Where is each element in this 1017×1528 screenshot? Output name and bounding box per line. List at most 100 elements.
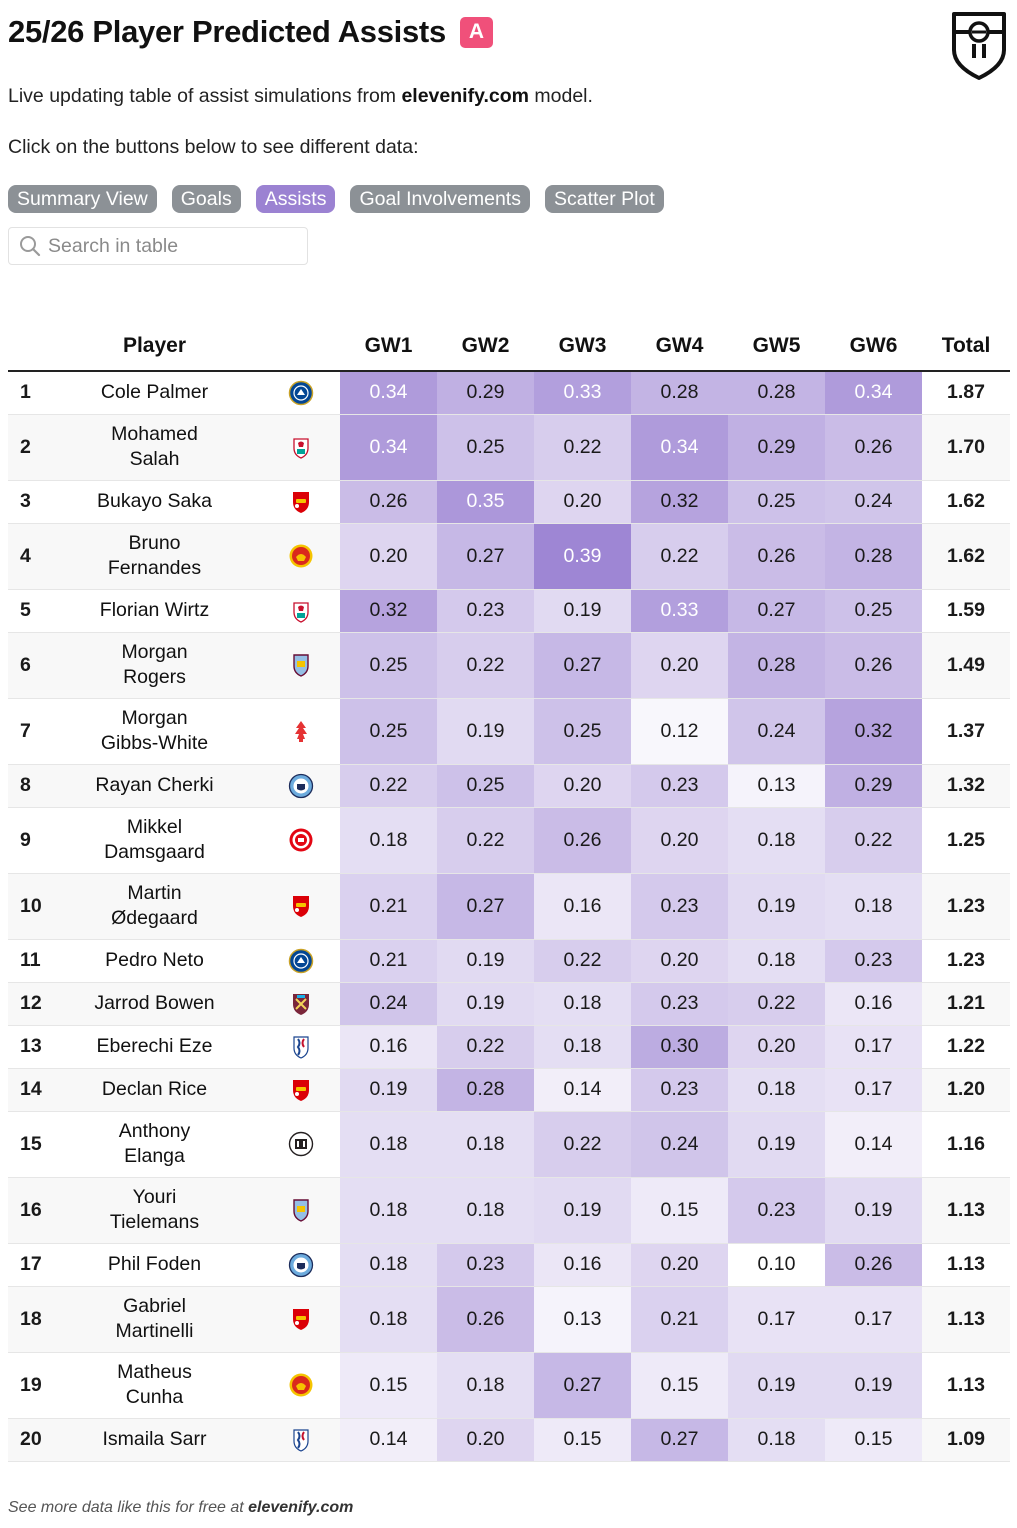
club-crest-cell <box>261 807 340 874</box>
gw4-value-cell: 0.24 <box>631 1111 728 1178</box>
gw5-value-cell: 0.20 <box>728 1025 825 1069</box>
table-row[interactable]: 9 Mikkel Damsgaard 0.18 0.22 0.26 0.20 0.18 0.22… <box>8 807 1010 874</box>
gw1-value-cell: 0.24 <box>340 982 437 1026</box>
player-name-cell: Mohamed Salah <box>48 414 261 481</box>
total-value-cell: 1.09 <box>922 1418 1010 1462</box>
club-crest-cell <box>261 1068 340 1112</box>
table-row[interactable]: 4 Bruno Fernandes 0.20 0.27 0.39 0.22 0.26 0.28 1… <box>8 523 1010 590</box>
player-name-line: Salah <box>129 448 180 470</box>
gw4-value-cell: 0.12 <box>631 698 728 765</box>
player-column-header[interactable]: Player <box>48 322 261 372</box>
gw6-value-cell: 0.34 <box>825 371 922 415</box>
table-row[interactable]: 17 Phil Foden 0.18 0.23 0.16 0.20 0.10 0.26 1.13 <box>8 1243 1010 1287</box>
gw6-value-cell: 0.32 <box>825 698 922 765</box>
table-row[interactable]: 8 Rayan Cherki 0.22 0.25 0.20 0.23 0.13 0.29 1.3… <box>8 764 1010 808</box>
player-name-cell: Youri Tielemans <box>48 1177 261 1244</box>
gw6-value-cell: 0.29 <box>825 764 922 808</box>
gw1-value-cell: 0.16 <box>340 1025 437 1069</box>
goal-involvements-button[interactable]: Goal Involvements <box>350 185 530 213</box>
player-name-cell: Bukayo Saka <box>48 480 261 524</box>
newcastle-crest-icon <box>288 1131 313 1157</box>
gw3-value-cell: 0.16 <box>534 873 631 940</box>
gw4-column-header[interactable]: GW4 <box>631 322 728 372</box>
gw5-column-header[interactable]: GW5 <box>728 322 825 372</box>
table-row[interactable]: 2 Mohamed Salah 0.34 0.25 0.22 0.34 0.29 0.26 1.7… <box>8 414 1010 481</box>
player-name-line: Gibbs-White <box>100 732 209 754</box>
player-name-line: Gabriel <box>123 1295 186 1317</box>
gw1-value-cell: 0.15 <box>340 1352 437 1419</box>
total-column-header[interactable]: Total <box>922 322 1010 372</box>
player-name-line: Damsgaard <box>104 841 205 863</box>
table-row[interactable]: 1 Cole Palmer 0.34 0.29 0.33 0.28 0.28 0.34 1.87 <box>8 371 1010 415</box>
assists-table: Player GW1 GW2 GW3 GW4 GW5 GW6 Total 1 Co… <box>8 322 1010 1462</box>
player-name-line: Bruno <box>128 532 181 554</box>
page-header: 25/26 Player Predicted Assists A <box>8 14 493 50</box>
club-crest-cell <box>261 1177 340 1244</box>
gw1-column-header[interactable]: GW1 <box>340 322 437 372</box>
gw4-value-cell: 0.15 <box>631 1352 728 1419</box>
gw6-value-cell: 0.17 <box>825 1286 922 1353</box>
aston-villa-crest-icon <box>292 1199 309 1222</box>
table-row[interactable]: 7 Morgan Gibbs-White 0.25 0.19 0.25 0.12 0.24 0.… <box>8 698 1010 765</box>
club-crest-cell <box>261 1352 340 1419</box>
club-crest-cell <box>261 589 340 633</box>
club-crest-cell <box>261 1418 340 1462</box>
goals-button[interactable]: Goals <box>171 185 241 213</box>
club-crest-cell <box>261 873 340 940</box>
table-row[interactable]: 3 Bukayo Saka 0.26 0.35 0.20 0.32 0.25 0.24 1.62 <box>8 480 1010 524</box>
gw3-value-cell: 0.27 <box>534 632 631 699</box>
total-value-cell: 1.87 <box>922 371 1010 415</box>
rank-cell: 15 <box>8 1111 48 1178</box>
gw5-value-cell: 0.24 <box>728 698 825 765</box>
table-row[interactable]: 10 Martin Ødegaard 0.21 0.27 0.16 0.23 0.19 0.18… <box>8 873 1010 940</box>
search-input[interactable] <box>48 234 288 258</box>
gw1-value-cell: 0.34 <box>340 371 437 415</box>
summary-view-button[interactable]: Summary View <box>8 185 157 213</box>
gw4-value-cell: 0.20 <box>631 807 728 874</box>
gw2-value-cell: 0.18 <box>437 1177 534 1244</box>
search-icon <box>20 236 41 257</box>
player-name-cell: Morgan Rogers <box>48 632 261 699</box>
gw2-value-cell: 0.22 <box>437 1025 534 1069</box>
chelsea-crest-icon <box>288 948 313 973</box>
player-name-cell: Martin Ødegaard <box>48 873 261 940</box>
player-name-line: Pedro Neto <box>105 949 204 971</box>
gw2-column-header[interactable]: GW2 <box>437 322 534 372</box>
total-value-cell: 1.62 <box>922 523 1010 590</box>
gw4-value-cell: 0.30 <box>631 1025 728 1069</box>
gw3-value-cell: 0.14 <box>534 1068 631 1112</box>
table-row[interactable]: 18 Gabriel Martinelli 0.18 0.26 0.13 0.21 0.17 0… <box>8 1286 1010 1353</box>
table-row[interactable]: 13 Eberechi Eze 0.16 0.22 0.18 0.30 0.20 0.17 1.… <box>8 1025 1010 1069</box>
gw2-value-cell: 0.25 <box>437 764 534 808</box>
table-row[interactable]: 15 Anthony Elanga 0.18 0.18 0.22 0.24 0.19 0.14 1… <box>8 1111 1010 1178</box>
elevenify-shield-logo-icon[interactable] <box>948 10 1010 82</box>
table-row[interactable]: 12 Jarrod Bowen 0.24 0.19 0.18 0.23 0.22 0.16 1.… <box>8 982 1010 1026</box>
scatter-plot-button[interactable]: Scatter Plot <box>544 185 664 213</box>
table-row[interactable]: 6 Morgan Rogers 0.25 0.22 0.27 0.20 0.28 0.26 1.4… <box>8 632 1010 699</box>
assists-button[interactable]: Assists <box>255 185 336 213</box>
gw4-value-cell: 0.22 <box>631 523 728 590</box>
player-name-line: Mikkel <box>126 816 183 838</box>
player-name-cell: Florian Wirtz <box>48 589 261 633</box>
table-row[interactable]: 5 Florian Wirtz 0.32 0.23 0.19 0.33 0.27 0.25 1.… <box>8 589 1010 633</box>
subtitle-brand-link[interactable]: elevenify.com <box>401 85 529 107</box>
gw4-value-cell: 0.21 <box>631 1286 728 1353</box>
gw6-value-cell: 0.16 <box>825 982 922 1026</box>
table-row[interactable]: 14 Declan Rice 0.19 0.28 0.14 0.23 0.18 0.17 1.2… <box>8 1068 1010 1112</box>
gw2-value-cell: 0.19 <box>437 982 534 1026</box>
table-row[interactable]: 19 Matheus Cunha 0.15 0.18 0.27 0.15 0.19 0.19 1.… <box>8 1352 1010 1419</box>
rank-cell: 10 <box>8 873 48 940</box>
gw1-value-cell: 0.18 <box>340 1243 437 1287</box>
gw5-value-cell: 0.10 <box>728 1243 825 1287</box>
table-row[interactable]: 16 Youri Tielemans 0.18 0.18 0.19 0.15 0.23 0.19… <box>8 1177 1010 1244</box>
rank-cell: 6 <box>8 632 48 699</box>
player-name-line: Ødegaard <box>111 907 198 929</box>
gw6-column-header[interactable]: GW6 <box>825 322 922 372</box>
player-name-cell: Mikkel Damsgaard <box>48 807 261 874</box>
footer-brand-link[interactable]: elevenify.com <box>248 1499 354 1516</box>
gw3-column-header[interactable]: GW3 <box>534 322 631 372</box>
table-row[interactable]: 20 Ismaila Sarr 0.14 0.20 0.15 0.27 0.18 0.15 1.… <box>8 1418 1010 1462</box>
table-row[interactable]: 11 Pedro Neto 0.21 0.19 0.22 0.20 0.18 0.23 1.23 <box>8 939 1010 983</box>
gw6-value-cell: 0.15 <box>825 1418 922 1462</box>
search-box[interactable] <box>8 227 308 265</box>
